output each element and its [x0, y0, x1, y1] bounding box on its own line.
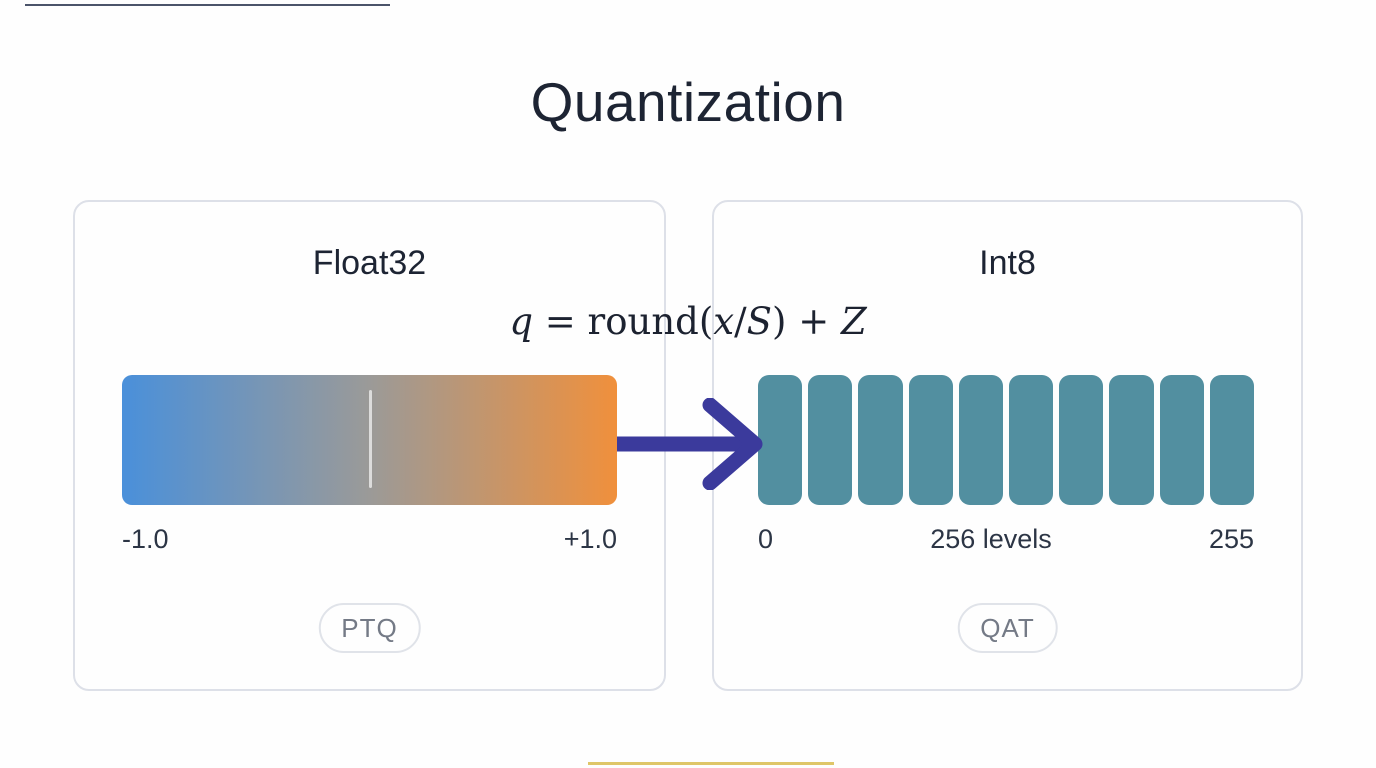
int8-block [808, 375, 853, 505]
int8-block [958, 375, 1004, 505]
int8-scale-labels: 0 256 levels 255 [758, 524, 1254, 555]
float32-scale-labels: -1.0 +1.0 [122, 524, 617, 555]
int8-levels-label: 256 levels [930, 524, 1052, 554]
formula-z: Z [840, 300, 867, 343]
formula-slash: / [734, 300, 747, 343]
float32-panel-title: Float32 [312, 244, 427, 282]
gradient-center-tick [368, 390, 372, 488]
arrow-head [702, 398, 763, 490]
int8-panel-title: Int8 [979, 244, 1036, 282]
formula-eq-round: = round( [533, 300, 714, 343]
formula-q: q [509, 300, 534, 343]
float32-min-label: -1.0 [122, 524, 169, 554]
ptq-badge: PTQ [318, 603, 421, 653]
page-title: Quantization [530, 71, 846, 133]
qat-badge: QAT [957, 603, 1058, 653]
float32-gradient-bar [122, 375, 617, 505]
int8-blocks [758, 375, 1255, 505]
right-arrow-icon [617, 398, 763, 490]
int8-block [1109, 375, 1154, 505]
formula-x: x [713, 300, 735, 343]
formula-close-plus: ) + [771, 300, 841, 343]
int8-min-label: 0 [758, 524, 774, 554]
int8-block [858, 375, 903, 505]
int8-block [1159, 375, 1204, 505]
formula-s: S [746, 300, 772, 343]
int8-panel: Int8 0 256 levels 255 QAT [712, 200, 1303, 691]
top-edge-artifact-line [25, 4, 390, 6]
float32-max-label: +1.0 [563, 524, 617, 554]
float32-panel: Float32 -1.0 +1.0 PTQ [73, 200, 666, 691]
int8-block [1059, 375, 1104, 505]
int8-block [1009, 375, 1054, 505]
int8-block [1209, 375, 1255, 505]
int8-max-label: 255 [1208, 524, 1254, 554]
int8-block [758, 375, 803, 505]
quantization-formula: q = round(x/S) + Z [509, 300, 866, 343]
bottom-edge-artifact-line [588, 762, 834, 765]
int8-block [908, 375, 953, 505]
